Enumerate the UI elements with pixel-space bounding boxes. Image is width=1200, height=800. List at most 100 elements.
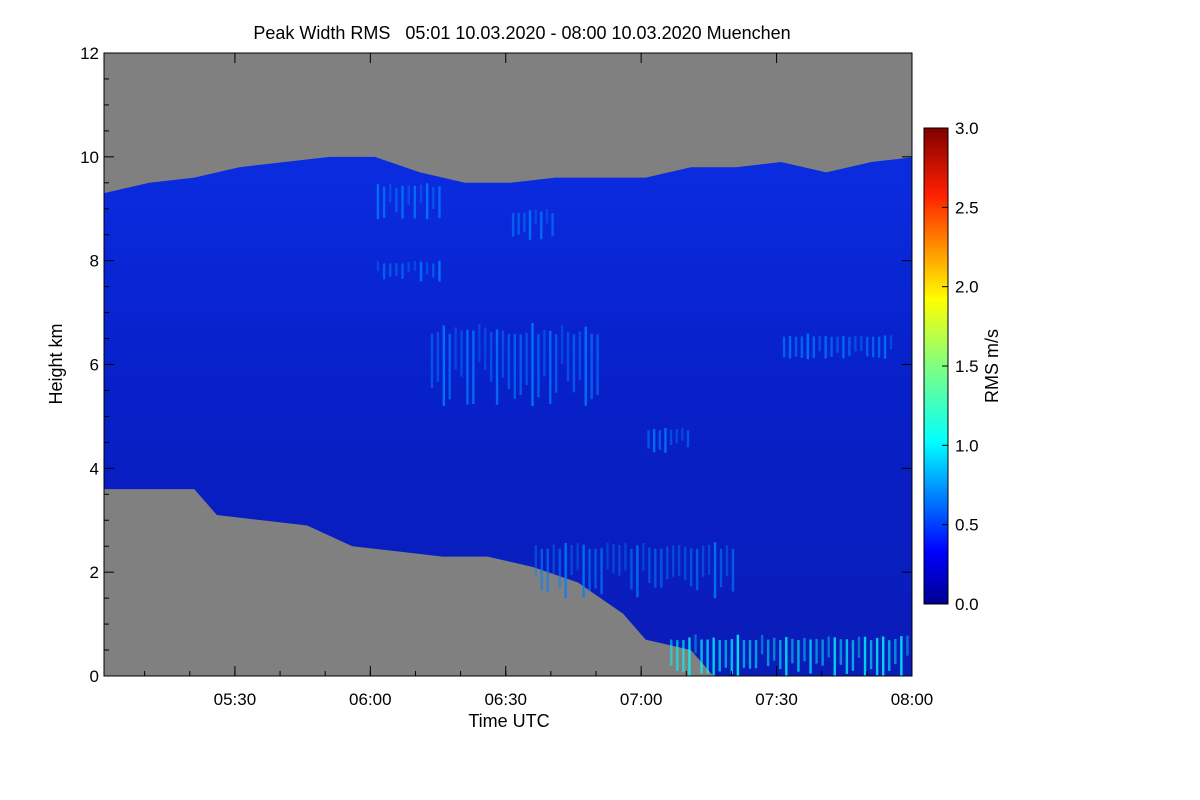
rms-streak	[466, 329, 469, 405]
rms-streak	[725, 545, 729, 577]
rms-streak	[566, 331, 570, 382]
rms-streak	[554, 334, 558, 393]
rms-streak	[712, 637, 715, 676]
rms-streak	[912, 639, 914, 674]
x-tick-label: 05:30	[214, 690, 257, 709]
rms-streak	[791, 638, 794, 664]
rms-streak	[642, 543, 645, 571]
rms-streak	[624, 542, 627, 571]
rms-streak	[839, 639, 843, 665]
rms-streak	[652, 428, 656, 453]
rms-streak	[686, 430, 690, 448]
rms-streak	[700, 639, 703, 674]
rms-streak	[528, 210, 532, 240]
rms-streak	[788, 336, 792, 359]
rms-streak	[882, 636, 885, 676]
rms-streak	[438, 260, 441, 282]
rms-streak	[647, 430, 650, 449]
rms-streak	[854, 336, 857, 352]
rms-streak	[460, 330, 463, 377]
rms-streak	[773, 637, 776, 661]
rms-streak	[803, 638, 806, 662]
rms-streak	[821, 639, 824, 666]
data-region	[104, 156, 914, 676]
colorbar-tick-label: 0.5	[955, 516, 979, 535]
rms-streak	[694, 634, 697, 654]
rms-streak	[666, 546, 669, 580]
rms-feature	[647, 427, 690, 453]
rms-streak	[695, 548, 699, 591]
colorbar-tick-label: 2.5	[955, 198, 979, 217]
rms-streak	[588, 548, 591, 592]
rms-streak	[748, 640, 752, 669]
rms-streak	[683, 546, 687, 580]
rms-streak	[833, 637, 836, 676]
rms-streak	[797, 640, 800, 672]
rms-streak	[877, 336, 881, 358]
x-tick-label: 06:00	[349, 690, 392, 709]
rms-streak	[534, 545, 538, 577]
rms-streak	[436, 332, 440, 382]
colorbar-tick-label: 3.0	[955, 119, 979, 138]
rms-streak	[718, 640, 721, 672]
rms-streak	[545, 209, 549, 224]
chart-title: Peak Width RMS 05:01 10.03.2020 - 08:00 …	[253, 23, 790, 43]
rms-streak	[413, 185, 417, 219]
rms-streak	[546, 548, 549, 593]
x-tick-label: 06:30	[484, 690, 527, 709]
rms-streak	[869, 640, 873, 670]
rms-streak	[376, 184, 380, 220]
colorbar: 0.0 0.5 1.0 1.5 2.0 2.5 3.0 RMS m/s	[923, 119, 1002, 614]
rms-streak	[706, 639, 709, 674]
rms-streak	[731, 548, 735, 592]
rms-streak	[654, 548, 657, 588]
rms-streak	[883, 335, 887, 359]
rms-streak	[389, 184, 392, 202]
y-tick-label: 12	[80, 44, 99, 63]
x-axis: 05:30 06:00 06:30 07:00 07:30 08:00	[144, 53, 933, 709]
rms-streak	[669, 429, 673, 446]
rms-streak	[472, 330, 475, 405]
rms-streak	[636, 545, 639, 598]
rms-streak	[606, 542, 609, 570]
rms-streak	[419, 184, 423, 204]
rms-streak	[594, 548, 597, 589]
rms-streak	[688, 637, 691, 676]
y-tick-label: 6	[90, 356, 99, 375]
rms-streak	[906, 635, 909, 656]
rms-streak	[389, 263, 392, 277]
rms-streak	[425, 183, 429, 220]
y-tick-label: 2	[90, 563, 99, 582]
rms-streak	[382, 186, 386, 218]
rms-streak	[664, 428, 667, 453]
rms-streak	[618, 545, 621, 576]
rms-streak	[558, 548, 561, 588]
rms-streak	[430, 333, 434, 389]
rms-streak	[513, 333, 516, 399]
rms-feature	[430, 323, 599, 407]
rms-streak	[537, 334, 540, 398]
y-tick-label: 4	[90, 459, 99, 478]
x-tick-label: 07:30	[755, 690, 798, 709]
rms-streak	[894, 639, 897, 664]
rms-streak	[549, 330, 552, 404]
rms-streak	[682, 640, 685, 672]
rms-feature	[782, 333, 893, 360]
rms-streak	[754, 640, 758, 669]
rms-streak	[570, 544, 573, 576]
rms-streak	[600, 548, 603, 595]
rms-streak	[900, 636, 903, 676]
rms-streak	[760, 635, 764, 655]
rms-streak	[525, 332, 528, 386]
rms-streak	[785, 637, 788, 676]
rms-streak	[517, 212, 520, 235]
rms-streak	[511, 212, 515, 237]
rms-streak	[395, 263, 398, 276]
rms-streak	[701, 545, 705, 577]
rms-streak	[689, 548, 693, 587]
y-tick-label: 8	[90, 252, 99, 271]
rms-streak	[658, 430, 661, 450]
rms-streak	[848, 336, 851, 357]
colorbar-tick-label: 1.0	[955, 436, 979, 455]
y-axis: 0 2 4 6 8 10 12	[80, 44, 912, 686]
